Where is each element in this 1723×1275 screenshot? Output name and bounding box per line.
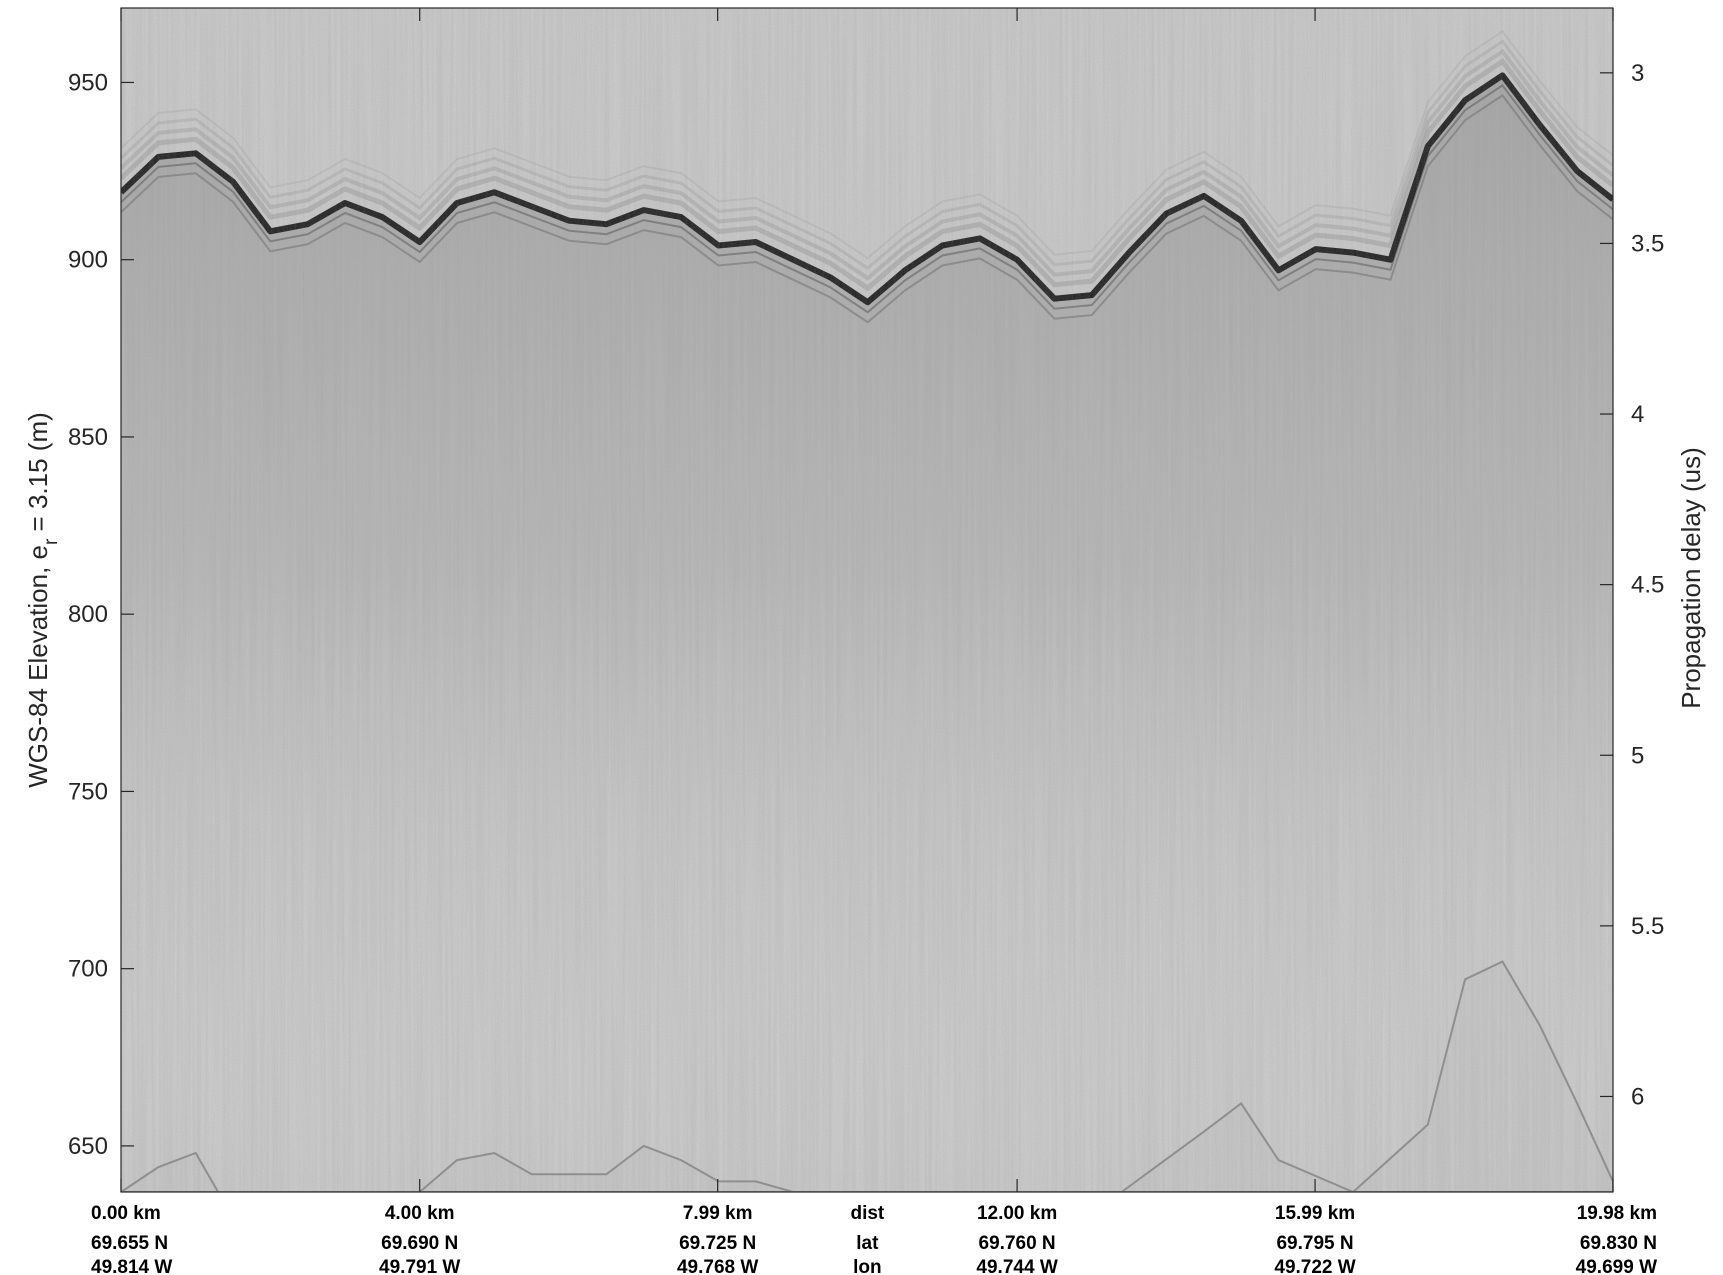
footer-dist-label: 7.99 km	[683, 1203, 753, 1224]
position-footer: 0.00 km 69.655 N 49.814 W 4.00 km 69.690 N 49…	[91, 1203, 1657, 1275]
footer-lat-label: 69.655 N	[91, 1233, 168, 1254]
left-tick-label: 650	[68, 1133, 108, 1160]
footer-dist-label: 4.00 km	[385, 1203, 455, 1224]
vertical-streaks	[121, 8, 1613, 1192]
footer-lat-label: 69.690 N	[381, 1233, 458, 1254]
right-tick-label: 5.5	[1631, 913, 1664, 940]
footer-lat-label: 69.760 N	[979, 1233, 1056, 1254]
footer-lon-label: 49.768 W	[677, 1257, 758, 1275]
left-tick-label: 750	[68, 778, 108, 805]
footer-dist-label: 12.00 km	[977, 1203, 1057, 1224]
top-tick-marks	[120, 8, 1614, 21]
echogram-plot-area	[121, 8, 1613, 1192]
footer-row-header: dist	[850, 1203, 884, 1224]
right-tick-label: 6	[1631, 1083, 1644, 1110]
y-axis-label-left: WGS-84 Elevation, er = 3.15 (m)	[23, 412, 62, 788]
left-tick-label: 850	[68, 424, 108, 451]
plot-frame	[120, 7, 1614, 1193]
footer-lon-label: 49.722 W	[1274, 1257, 1355, 1275]
right-tick-label: 4.5	[1631, 572, 1664, 599]
right-tick-label: 3.5	[1631, 230, 1664, 257]
bottom-tick-marks	[120, 1179, 1614, 1192]
footer-lat-label: 69.830 N	[1580, 1233, 1657, 1254]
footer-dist-label: 0.00 km	[91, 1203, 161, 1224]
footer-lon-label: 49.744 W	[976, 1257, 1057, 1275]
left-tick-label: 700	[68, 956, 108, 983]
right-tick-label: 3	[1631, 60, 1644, 87]
footer-row-header: lon	[853, 1257, 882, 1275]
footer-lon-label: 49.699 W	[1576, 1257, 1657, 1275]
footer-lon-label: 49.791 W	[379, 1257, 460, 1275]
footer-dist-label: 19.98 km	[1577, 1203, 1657, 1224]
left-tick-label: 900	[68, 247, 108, 274]
left-y-axis: 650 700 750 800 850 900 950	[68, 69, 134, 1160]
right-tick-label: 5	[1631, 742, 1644, 769]
y-axis-label-right: Propagation delay (us)	[1676, 447, 1706, 709]
left-tick-label: 800	[68, 601, 108, 628]
footer-dist-label: 15.99 km	[1275, 1203, 1355, 1224]
right-y-axis: 3 3.5 4 4.5 5 5.5 6	[1600, 60, 1664, 1110]
footer-lat-label: 69.725 N	[679, 1233, 756, 1254]
left-tick-label: 950	[68, 69, 108, 96]
footer-lat-label: 69.795 N	[1276, 1233, 1353, 1254]
footer-row-header: lat	[856, 1233, 879, 1254]
right-tick-label: 4	[1631, 401, 1644, 428]
footer-lon-label: 49.814 W	[91, 1257, 172, 1275]
